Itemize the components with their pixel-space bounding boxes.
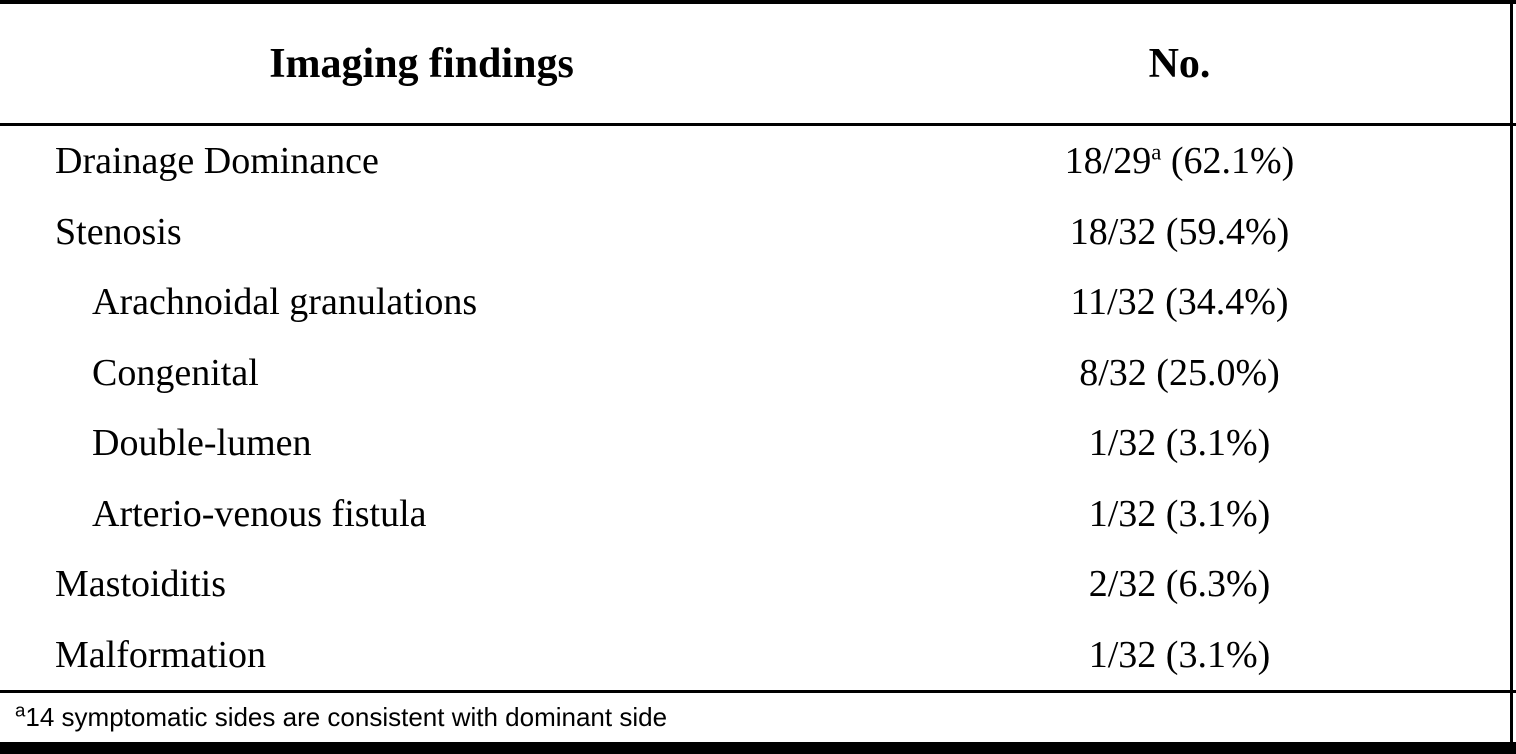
row-label: Congenital: [92, 351, 259, 394]
row-value-percent: (59.4%): [1156, 210, 1290, 253]
row-value: 2/32 (6.3%): [843, 562, 1516, 606]
row-value-main: 1/32: [1088, 492, 1157, 535]
row-label: Stenosis: [55, 210, 182, 253]
table-header-no: No.: [1148, 40, 1211, 87]
table-row: Congenital 8/32 (25.0%): [0, 338, 1516, 409]
table-body: Drainage Dominance 18/29a (62.1%) Stenos…: [0, 126, 1516, 690]
row-label: Arachnoidal granulations: [92, 281, 478, 324]
header-rule: [0, 123, 1516, 126]
footnote-rule: [0, 690, 1516, 693]
row-value-superscript: a: [1151, 139, 1162, 165]
row-label: Drainage Dominance: [55, 140, 379, 183]
footnote: a14 symptomatic sides are consistent wit…: [0, 693, 1516, 742]
row-label: Arterio-venous fistula: [92, 492, 427, 535]
row-label: Double-lumen: [92, 422, 312, 465]
table-row: Arterio-venous fistula 1/32 (3.1%): [0, 479, 1516, 550]
row-value-main: 11/32: [1070, 281, 1156, 324]
row-value-percent: (3.1%): [1156, 422, 1271, 465]
table-row: Double-lumen 1/32 (3.1%): [0, 408, 1516, 479]
row-value-percent: (62.1%): [1161, 140, 1295, 183]
footnote-marker: a: [15, 699, 26, 721]
table-header-row: Imaging findings No.: [0, 4, 1516, 123]
footnote-text: a14 symptomatic sides are consistent wit…: [15, 699, 668, 733]
row-value-main: 1/32: [1088, 633, 1157, 676]
table-header-imaging-findings: Imaging findings: [269, 40, 574, 87]
row-value-percent: (6.3%): [1156, 563, 1271, 606]
row-value: 8/32 (25.0%): [843, 351, 1516, 395]
table-row: Stenosis 18/32 (59.4%): [0, 197, 1516, 268]
table-row: Drainage Dominance 18/29a (62.1%): [0, 126, 1516, 197]
row-value: 18/29a (62.1%): [843, 139, 1516, 183]
table-row: Arachnoidal granulations 11/32 (34.4%): [0, 267, 1516, 338]
table-row: Malformation 1/32 (3.1%): [0, 620, 1516, 691]
row-value-percent: (25.0%): [1146, 351, 1280, 394]
table-row: Mastoiditis 2/32 (6.3%): [0, 549, 1516, 620]
row-value: 1/32 (3.1%): [843, 421, 1516, 465]
row-label: Malformation: [55, 633, 267, 676]
row-value-main: 1/32: [1088, 422, 1157, 465]
row-value-main: 8/32: [1079, 351, 1147, 394]
row-value-main: 18/32: [1069, 210, 1157, 253]
row-value-percent: (3.1%): [1156, 633, 1271, 676]
row-value-percent: (34.4%): [1155, 281, 1289, 324]
row-value: 11/32 (34.4%): [843, 280, 1516, 324]
row-value: 1/32 (3.1%): [843, 492, 1516, 536]
bottom-border-bar: [0, 742, 1516, 754]
row-value-percent: (3.1%): [1156, 492, 1271, 535]
footnote-body: 14 symptomatic sides are consistent with…: [25, 702, 668, 732]
row-label: Mastoiditis: [55, 563, 227, 606]
row-value-main: 18/29: [1064, 140, 1152, 183]
row-value-main: 2/32: [1088, 563, 1157, 606]
top-border-bar: [0, 0, 1516, 4]
row-value: 18/32 (59.4%): [843, 210, 1516, 254]
right-border-line: [1510, 0, 1513, 754]
row-value: 1/32 (3.1%): [843, 633, 1516, 677]
